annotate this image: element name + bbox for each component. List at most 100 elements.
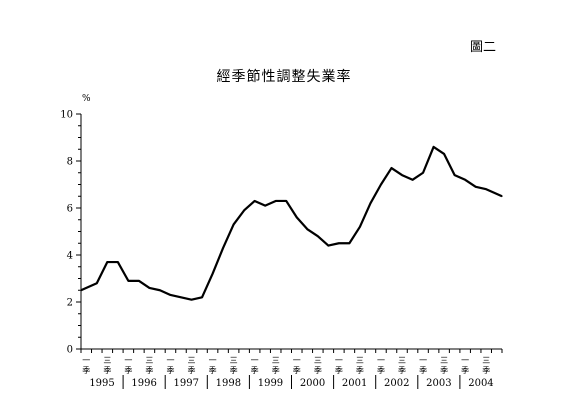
series-layer — [80, 145, 503, 301]
data-point — [275, 200, 277, 202]
data-point — [190, 299, 193, 301]
chart-title: 經季節性調整失業率 — [216, 69, 352, 85]
data-point — [401, 174, 403, 176]
data-point — [422, 172, 424, 174]
x-quarter-label: 一 — [419, 356, 427, 365]
x-quarter-label: 三 — [314, 356, 322, 365]
data-point — [233, 223, 235, 226]
x-quarter-label: 季 — [440, 365, 448, 375]
data-point — [264, 205, 266, 207]
data-point — [369, 202, 372, 204]
x-year-label: 1995 — [89, 378, 114, 389]
x-year-label: 1999 — [258, 378, 283, 389]
x-quarter-label: 一 — [251, 356, 259, 365]
data-point — [222, 247, 224, 249]
figure-label: 圖二 — [470, 40, 497, 55]
x-quarter-label: 季 — [335, 365, 343, 375]
x-year-label: 2003 — [426, 378, 451, 389]
x-quarter-label: 季 — [272, 365, 280, 375]
data-point — [306, 228, 308, 230]
x-quarter-label: 一 — [209, 356, 217, 365]
data-point — [169, 294, 172, 296]
x-quarter-label: 季 — [398, 365, 406, 375]
data-point — [117, 261, 119, 263]
x-quarter-label: 三 — [103, 356, 111, 365]
data-point — [285, 200, 287, 202]
x-axis-ticks: 一季三季1995一季三季1996一季三季1997一季三季1998一季三季1999… — [80, 349, 503, 389]
x-year-label: 1998 — [216, 378, 241, 389]
x-quarter-label: 季 — [124, 365, 132, 375]
x-quarter-label: 一 — [124, 356, 132, 365]
x-quarter-label: 季 — [419, 365, 427, 375]
data-point — [201, 296, 203, 298]
x-quarter-label: 三 — [440, 356, 448, 365]
y-tick-label: 8 — [67, 157, 73, 168]
x-quarter-label: 三 — [272, 356, 280, 365]
data-point — [296, 216, 298, 218]
y-axis-unit-label: % — [82, 94, 91, 104]
data-point — [380, 183, 382, 186]
x-quarter-label: 季 — [314, 365, 322, 375]
x-quarter-label: 季 — [230, 365, 238, 375]
data-point — [390, 167, 393, 169]
data-point — [338, 242, 340, 244]
x-quarter-label: 一 — [293, 356, 301, 365]
data-point — [501, 195, 503, 197]
y-tick-label: 10 — [60, 110, 73, 121]
x-quarter-label: 一 — [166, 356, 174, 365]
x-quarter-label: 三 — [482, 356, 490, 365]
data-point — [464, 179, 466, 181]
data-point — [348, 242, 350, 244]
data-point — [211, 273, 214, 275]
x-year-label: 2004 — [468, 378, 493, 389]
data-point — [159, 289, 161, 291]
data-point — [138, 280, 140, 282]
data-point — [148, 287, 151, 289]
x-quarter-label: 季 — [82, 365, 90, 375]
x-year-label: 2001 — [342, 378, 367, 389]
data-point — [254, 200, 256, 202]
data-point — [454, 174, 456, 176]
data-point — [443, 153, 445, 155]
x-quarter-label: 三 — [356, 356, 364, 365]
x-year-label: 1996 — [131, 378, 156, 389]
y-tick-label: 0 — [67, 345, 73, 356]
x-quarter-label: 季 — [209, 365, 217, 375]
x-quarter-label: 季 — [145, 365, 153, 375]
y-tick-label: 6 — [67, 204, 73, 215]
x-quarter-label: 三 — [188, 356, 196, 365]
data-point — [180, 296, 182, 298]
x-quarter-label: 一 — [461, 356, 469, 365]
x-quarter-label: 季 — [103, 365, 111, 375]
x-quarter-label: 季 — [188, 365, 196, 375]
data-point — [359, 226, 361, 228]
x-quarter-label: 一 — [335, 356, 343, 365]
data-point — [96, 282, 98, 284]
y-axis-ticks: 0 2 4 6 8 10 — [60, 110, 81, 356]
x-quarter-label: 季 — [377, 365, 385, 375]
data-point — [317, 235, 319, 237]
x-quarter-label: 季 — [356, 365, 364, 375]
data-point — [432, 146, 435, 148]
data-point — [243, 209, 245, 211]
data-point — [485, 188, 487, 190]
unemployment-rate-line — [80, 145, 503, 301]
x-quarter-label: 季 — [251, 365, 259, 375]
data-point — [127, 280, 129, 282]
x-quarter-label: 季 — [293, 365, 301, 375]
x-quarter-label: 一 — [82, 356, 90, 365]
x-quarter-label: 一 — [377, 356, 385, 365]
x-quarter-label: 三 — [398, 356, 406, 365]
x-quarter-label: 三 — [230, 356, 238, 365]
data-point — [411, 179, 414, 181]
x-quarter-label: 季 — [166, 365, 174, 375]
data-point — [327, 245, 329, 247]
x-year-label: 2002 — [384, 378, 409, 389]
data-point — [475, 186, 477, 188]
x-year-label: 1997 — [174, 378, 199, 389]
x-quarter-label: 季 — [461, 365, 469, 375]
y-tick-label: 4 — [67, 251, 73, 262]
y-tick-label: 2 — [67, 298, 73, 309]
x-year-label: 2000 — [300, 378, 325, 389]
